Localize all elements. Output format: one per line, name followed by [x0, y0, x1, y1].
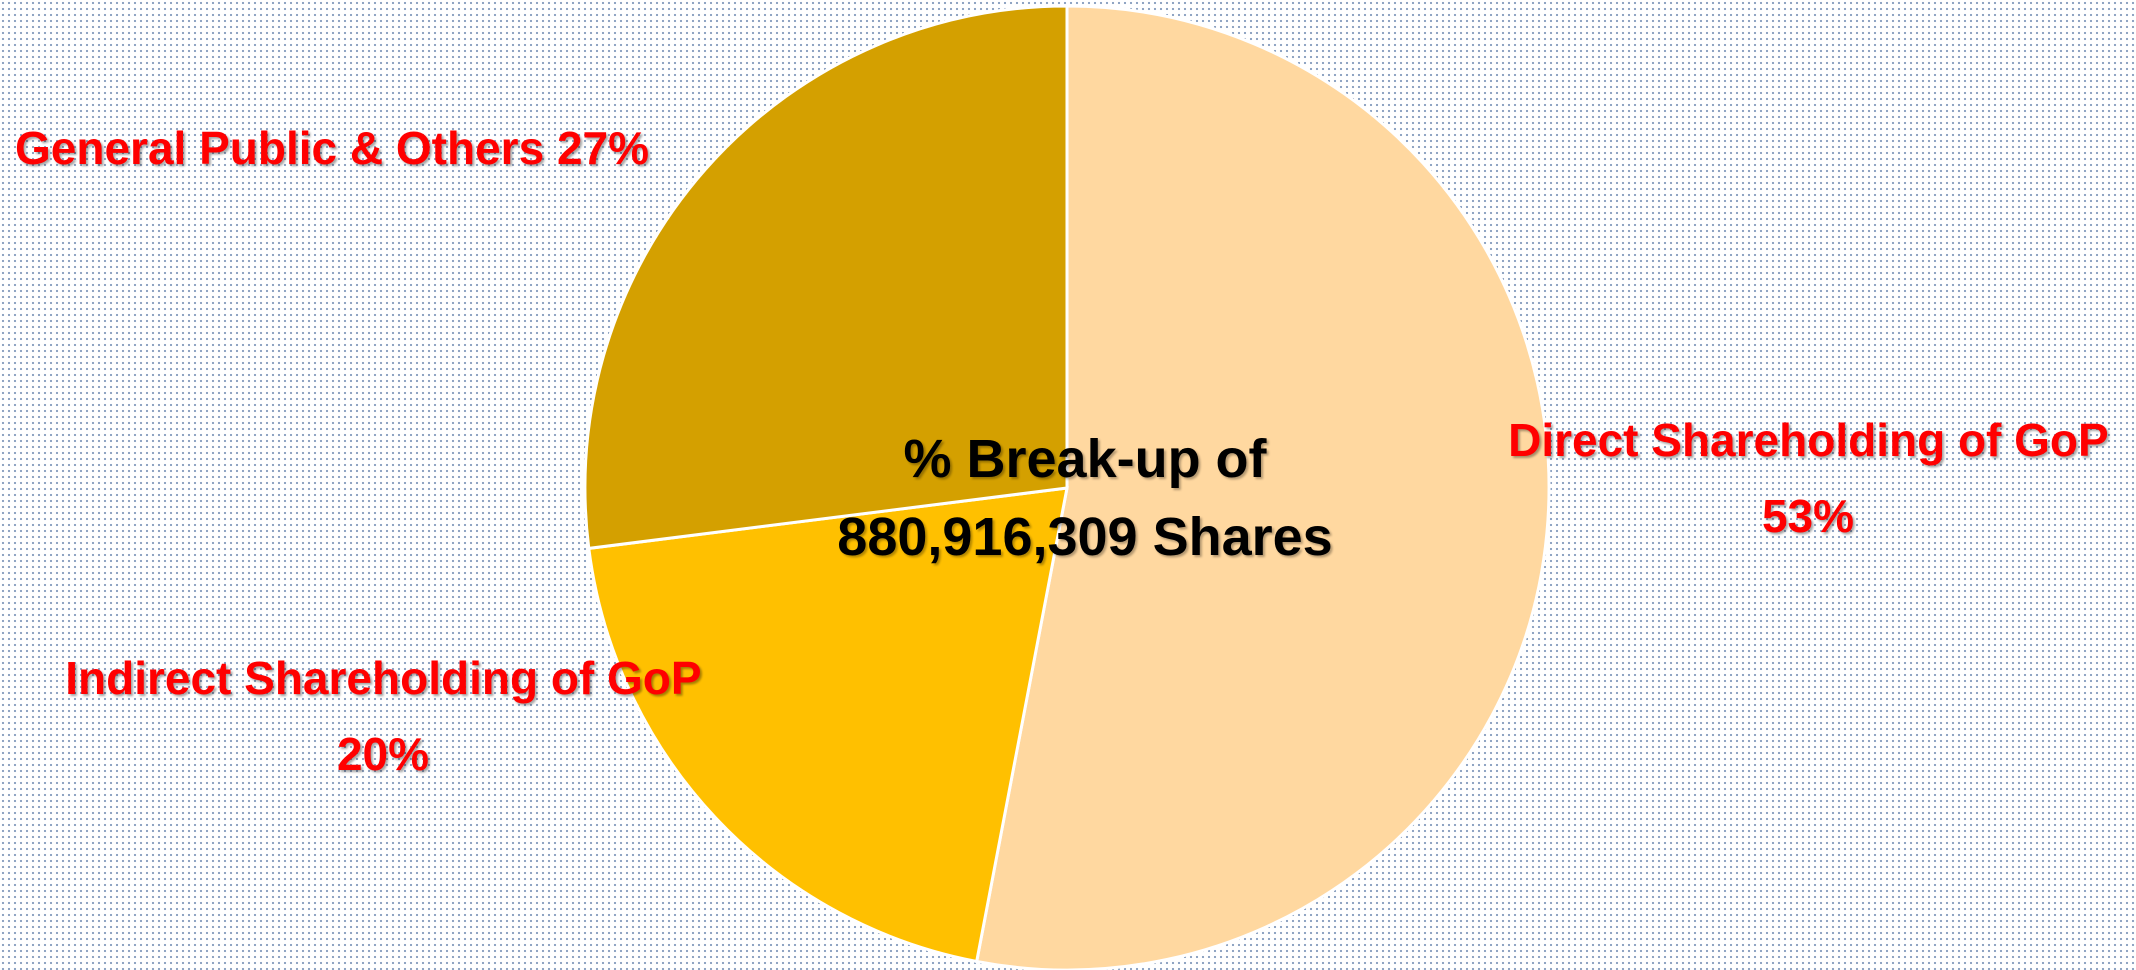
data-label: General Public & Others 27% [15, 110, 649, 186]
label-name: Indirect Shareholding of GoP [65, 652, 701, 704]
data-label: Indirect Shareholding of GoP 20% [33, 640, 733, 792]
pie-slice [587, 486, 1069, 964]
data-label: Direct Shareholding of GoP 53% [1498, 402, 2118, 554]
chart-title: % Break-up of 880,916,309 Shares [837, 429, 1333, 567]
pie-slice [583, 4, 1069, 551]
label-value: 53% [1761, 490, 1855, 542]
pie-slice [974, 4, 1551, 970]
label-value: 20% [336, 728, 430, 780]
label-value: 27% [556, 122, 650, 174]
label-name: General Public & Others [15, 122, 545, 174]
label-name: Direct Shareholding of GoP [1508, 414, 2108, 466]
